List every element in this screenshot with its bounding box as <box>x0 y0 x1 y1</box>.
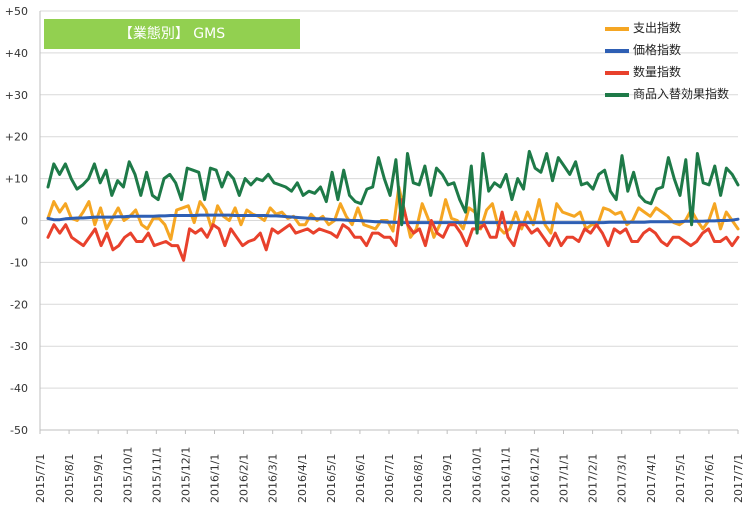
chart-title: 【業態別】 GMS <box>118 26 226 42</box>
y-tick-label: -40 <box>10 382 28 395</box>
legend-item-replacement: 商品入替効果指数 <box>605 84 741 106</box>
x-tick-label: 2016/9/1 <box>441 454 454 503</box>
x-tick-label: 2017/7/1 <box>732 454 745 503</box>
x-tick-label: 2015/8/1 <box>63 454 76 503</box>
chart-title-box: 【業態別】 GMS <box>44 19 300 49</box>
legend-label-price: 価格指数 <box>633 43 682 57</box>
x-tick-label: 2016/7/1 <box>383 454 396 503</box>
x-tick-label: 2017/4/1 <box>645 454 658 503</box>
x-tick-label: 2017/5/1 <box>674 454 687 503</box>
x-tick-label: 2016/4/1 <box>296 454 309 503</box>
x-tick-label: 2016/3/1 <box>267 454 280 503</box>
legend-label-quantity: 数量指数 <box>633 65 682 79</box>
series-line-2 <box>46 198 740 262</box>
y-tick-label: -20 <box>10 298 28 311</box>
x-tick-label: 2016/6/1 <box>354 454 367 503</box>
x-tick-label: 2017/3/1 <box>616 454 629 503</box>
x-tick-label: 2015/7/1 <box>34 454 47 503</box>
legend-swatch-expenditure <box>605 27 629 31</box>
x-tick-label: 2016/2/1 <box>238 454 251 503</box>
x-tick-label: 2016/10/1 <box>470 447 483 503</box>
series-line-3 <box>46 149 740 235</box>
x-tick-label: 2017/6/1 <box>703 454 716 503</box>
series-line-1 <box>46 213 740 225</box>
x-tick-label: 2016/1/1 <box>209 454 222 503</box>
y-tick-label: +50 <box>5 5 28 18</box>
legend-label-expenditure: 支出指数 <box>633 21 682 35</box>
x-tick-label: 2016/12/1 <box>528 447 541 503</box>
y-tick-label: -10 <box>10 256 28 269</box>
legend-item-quantity: 数量指数 <box>605 62 741 84</box>
legend-swatch-quantity <box>605 71 629 75</box>
x-tick-label: 2015/11/1 <box>150 447 163 503</box>
y-tick-label: +20 <box>5 131 28 144</box>
y-tick-label: +30 <box>5 89 28 102</box>
x-tick-label: 2016/11/1 <box>499 447 512 503</box>
y-tick-label: -50 <box>10 424 28 437</box>
y-tick-label: -30 <box>10 340 28 353</box>
legend-swatch-price <box>605 49 629 53</box>
x-tick-label: 2015/10/1 <box>121 447 134 503</box>
legend-item-price: 価格指数 <box>605 40 741 62</box>
y-tick-label: +10 <box>5 173 28 186</box>
legend: 支出指数 価格指数 数量指数 商品入替効果指数 <box>605 18 741 106</box>
y-tick-label: +40 <box>5 47 28 60</box>
legend-item-expenditure: 支出指数 <box>605 18 741 40</box>
x-tick-label: 2017/2/1 <box>587 454 600 503</box>
legend-label-replacement: 商品入替効果指数 <box>633 87 730 101</box>
y-tick-label: 0 <box>21 215 28 228</box>
x-tick-label: 2017/1/1 <box>558 454 571 503</box>
series-line-0 <box>46 185 740 241</box>
legend-swatch-replacement <box>605 93 629 97</box>
x-tick-label: 2015/12/1 <box>179 447 192 503</box>
x-tick-label: 2016/5/1 <box>325 454 338 503</box>
x-tick-label: 2016/8/1 <box>412 454 425 503</box>
x-tick-label: 2015/9/1 <box>92 454 105 503</box>
